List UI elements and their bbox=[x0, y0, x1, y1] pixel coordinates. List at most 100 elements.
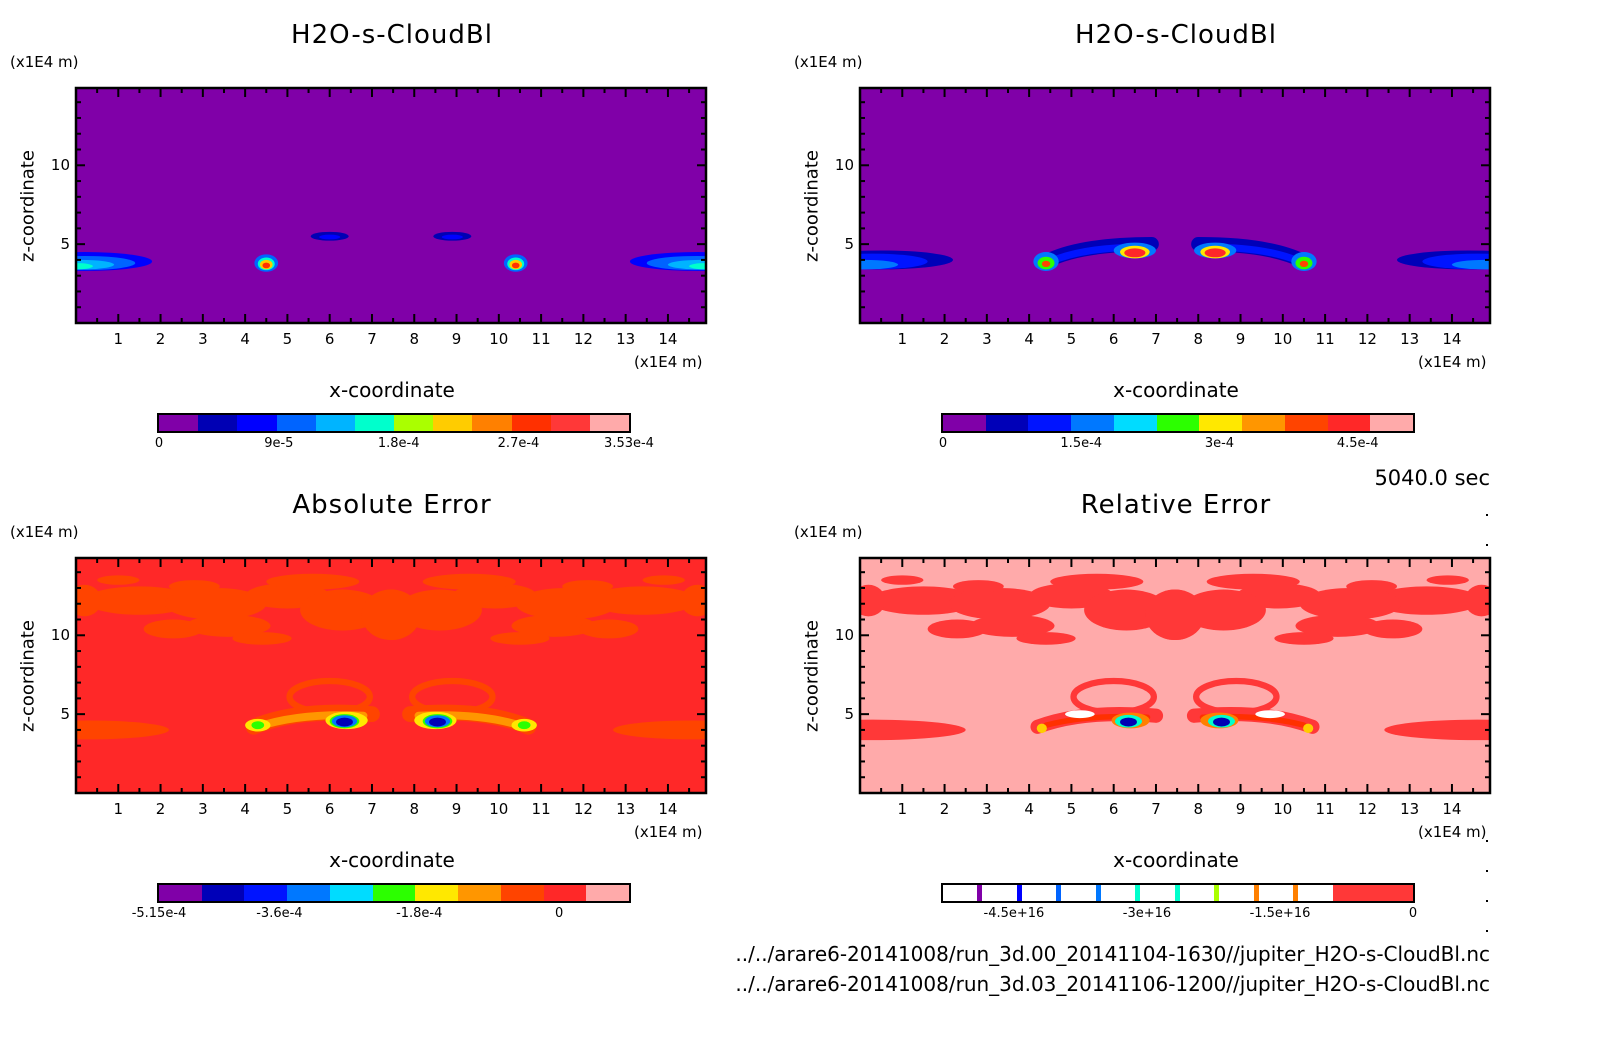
colorbar-swatch bbox=[159, 415, 199, 431]
file-path-1: ../../arare6-20141008/run_3d.00_20141104… bbox=[735, 942, 1490, 966]
contour-region bbox=[613, 720, 706, 740]
contour-patch bbox=[562, 580, 613, 593]
colorbar-swatch bbox=[1056, 885, 1062, 901]
x-tick-label: 12 bbox=[573, 330, 593, 348]
contour-region bbox=[511, 262, 520, 269]
colorbar-swatch bbox=[500, 885, 544, 901]
contour-patch bbox=[511, 614, 597, 637]
contour-region bbox=[336, 717, 353, 727]
colorbar bbox=[157, 883, 631, 903]
stray-dot bbox=[1486, 930, 1488, 932]
colorbar bbox=[941, 413, 1415, 433]
colorbar-tick-label: -4.5e+16 bbox=[983, 906, 1045, 921]
contour-patch bbox=[361, 589, 421, 641]
x-tick-label: 6 bbox=[324, 330, 335, 348]
x-tick-label: 9 bbox=[451, 800, 462, 818]
x-tick-label: 3 bbox=[982, 330, 992, 348]
contour-region bbox=[76, 263, 93, 270]
x-tick-label: 10 bbox=[489, 800, 509, 818]
colorbar-swatch bbox=[394, 415, 434, 431]
panel-h2o-cloud-run03: H2O-s-CloudBl (x1E4 m) (x1E4 m) z-coordinat… bbox=[784, 0, 1568, 470]
contour-region bbox=[262, 262, 271, 269]
contour-patch bbox=[232, 632, 292, 645]
x-tick-label: 6 bbox=[1108, 330, 1119, 348]
colorbar bbox=[941, 883, 1415, 903]
colorbar-swatch bbox=[315, 415, 355, 431]
x-tick-label: 13 bbox=[1400, 800, 1420, 818]
contour-region bbox=[1120, 717, 1137, 727]
x-tick-label: 7 bbox=[367, 330, 377, 348]
contour-region bbox=[1303, 723, 1314, 734]
z-tick-label: 5 bbox=[844, 705, 854, 724]
z-unit-label: (x1E4 m) bbox=[10, 53, 79, 71]
colorbar-tick-label: -5.15e-4 bbox=[131, 906, 187, 921]
contour-region bbox=[1299, 260, 1309, 268]
contour-patch bbox=[143, 619, 203, 639]
colorbar-tick-label: 0 bbox=[154, 436, 164, 451]
x-tick-label: 5 bbox=[282, 800, 293, 818]
z-tick-label: 10 bbox=[834, 156, 854, 175]
contour-patch bbox=[579, 619, 639, 639]
field bbox=[76, 88, 706, 323]
colorbar-swatch bbox=[1135, 885, 1141, 901]
plot-frame bbox=[74, 86, 708, 325]
colorbar-swatch bbox=[244, 885, 288, 901]
colorbar-swatch bbox=[198, 415, 238, 431]
colorbar-tick-label: -1.8e-4 bbox=[396, 906, 443, 921]
contour-region bbox=[1204, 248, 1226, 258]
field-background bbox=[76, 88, 706, 323]
x-tick-label: 2 bbox=[939, 330, 950, 348]
colorbar-swatch bbox=[985, 415, 1029, 431]
x-tick-label: 3 bbox=[198, 800, 208, 818]
colorbar-swatch bbox=[1061, 885, 1096, 901]
colorbar-swatch bbox=[543, 885, 587, 901]
colorbar-swatch bbox=[1028, 415, 1072, 431]
contour-patch bbox=[1346, 580, 1397, 593]
contour-patch bbox=[1464, 584, 1490, 617]
x-tick-label: 2 bbox=[155, 330, 166, 348]
x-tick-label: 1 bbox=[113, 330, 124, 348]
z-axis-label: z-coordinate bbox=[17, 620, 39, 732]
colorbar-tick-label: 3e-4 bbox=[1204, 436, 1235, 451]
contour-region bbox=[1213, 717, 1230, 727]
x-tick-label: 6 bbox=[324, 800, 335, 818]
colorbar-swatch bbox=[511, 415, 551, 431]
x-tick-label: 7 bbox=[367, 800, 377, 818]
z-tick-label: 5 bbox=[844, 235, 854, 254]
colorbar-swatch bbox=[1016, 885, 1022, 901]
contour-region bbox=[860, 719, 966, 741]
contour-patch bbox=[642, 575, 685, 585]
x-axis-label: x-coordinate bbox=[1113, 848, 1239, 872]
x-tick-label: 8 bbox=[1193, 330, 1204, 348]
contour-patch bbox=[1145, 589, 1205, 641]
colorbar-swatch bbox=[550, 415, 590, 431]
contour-region bbox=[441, 234, 463, 240]
panel-relative-error: Relative Error (x1E4 m) (x1E4 m) z-coordina… bbox=[784, 470, 1568, 940]
stray-dot bbox=[1486, 544, 1488, 546]
x-unit-label: (x1E4 m) bbox=[1418, 823, 1487, 841]
x-tick-label: 14 bbox=[658, 800, 678, 818]
colorbar-swatch bbox=[1140, 885, 1175, 901]
x-tick-label: 8 bbox=[409, 330, 420, 348]
colorbar-tick-label: 0 bbox=[1408, 906, 1418, 921]
colorbar-tick-label: 2.7e-4 bbox=[497, 436, 540, 451]
chart-title: H2O-s-CloudBl bbox=[1075, 20, 1277, 50]
contour-plot bbox=[858, 556, 1492, 795]
plot-frame bbox=[858, 556, 1492, 795]
z-tick-label: 10 bbox=[834, 626, 854, 645]
z-axis-label: z-coordinate bbox=[17, 150, 39, 262]
x-tick-label: 1 bbox=[897, 800, 908, 818]
contour-patch bbox=[948, 587, 1051, 620]
x-tick-label: 11 bbox=[1315, 330, 1335, 348]
z-unit-label: (x1E4 m) bbox=[794, 523, 863, 541]
colorbar-swatch bbox=[977, 885, 983, 901]
z-tick-label: 10 bbox=[50, 626, 70, 645]
colorbar-swatch bbox=[354, 415, 395, 431]
z-tick-label: 10 bbox=[50, 156, 70, 175]
colorbar-tick-label: 0 bbox=[554, 906, 564, 921]
colorbar-swatch bbox=[1156, 415, 1200, 431]
colorbar-swatch bbox=[1174, 885, 1180, 901]
time-label: 5040.0 sec bbox=[1374, 466, 1490, 490]
contour-patch bbox=[1050, 573, 1144, 590]
colorbar-tick-label: 4.5e-4 bbox=[1336, 436, 1379, 451]
